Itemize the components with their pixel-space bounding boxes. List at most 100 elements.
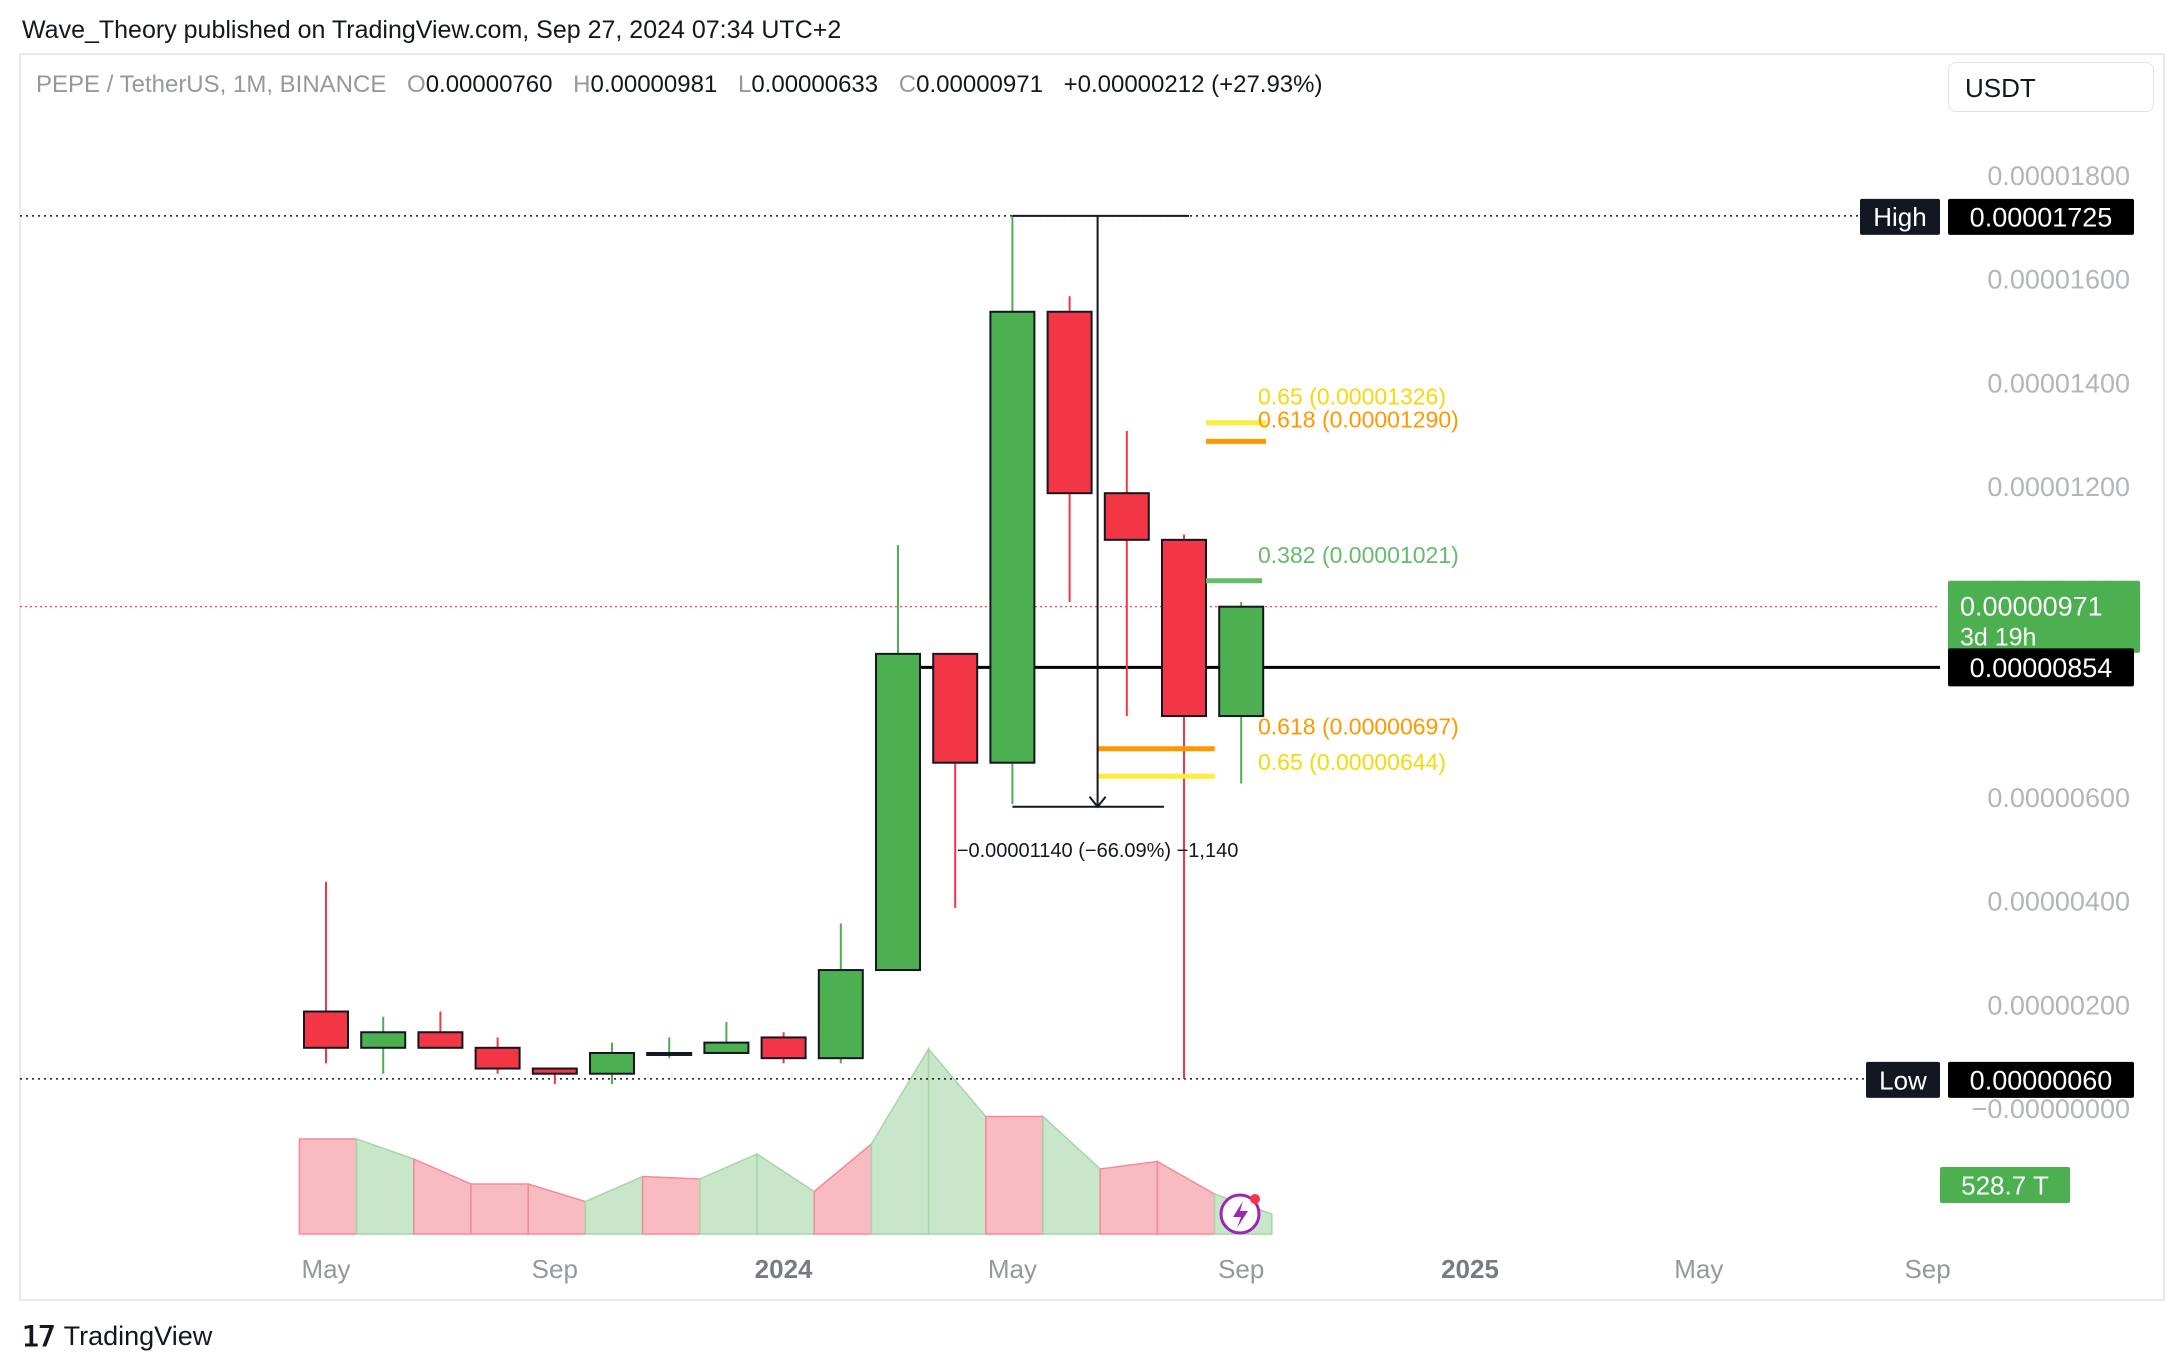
candle-body[interactable]: [760, 1036, 807, 1060]
volume-value-badge: 528.7 T: [1961, 1170, 2049, 1200]
candle-body[interactable]: [474, 1046, 521, 1070]
volume-segment: [927, 1046, 987, 1235]
candle-body[interactable]: [932, 652, 979, 764]
candle-body[interactable]: [989, 310, 1036, 764]
level-lines: [20, 215, 1940, 1080]
volume-segment: [641, 1175, 701, 1235]
high-tag: High: [1873, 202, 1926, 232]
high-value: 0.00000981: [590, 71, 718, 98]
candle-body[interactable]: [1218, 605, 1265, 718]
close-value: 0.00000971: [916, 71, 1043, 98]
candle-body[interactable]: [817, 969, 864, 1060]
candle-body[interactable]: [531, 1067, 578, 1075]
price-tick: 0.00000400: [1987, 887, 2130, 917]
candle-body[interactable]: [875, 652, 921, 972]
candle-body[interactable]: [703, 1041, 750, 1054]
price-tick: 0.00001600: [1987, 265, 2130, 295]
publisher-line: Wave_Theory published on TradingView.com…: [22, 16, 842, 44]
candle-body[interactable]: [417, 1031, 464, 1049]
open-key: O: [407, 71, 426, 98]
candle[interactable]: [1161, 534, 1207, 1079]
volume-segment: [413, 1157, 472, 1235]
candle[interactable]: [531, 1067, 578, 1085]
candle[interactable]: [360, 1016, 407, 1074]
brand-name: TradingView: [63, 1321, 213, 1351]
candle[interactable]: [474, 1037, 521, 1074]
support-value-badge-bg: [1948, 648, 2134, 687]
high-key: H: [573, 71, 591, 98]
price-tick: 0.00001400: [1987, 368, 2130, 398]
fib-levels: 0.65 (0.00001326)0.618 (0.00001290) 0.382…: [1096, 384, 1459, 779]
time-tick: May: [988, 1254, 1037, 1284]
candle[interactable]: [875, 545, 921, 972]
volume-segment: [985, 1115, 1044, 1235]
candle-body[interactable]: [1046, 310, 1093, 495]
candle[interactable]: [589, 1042, 635, 1085]
time-tick: May: [301, 1254, 350, 1284]
time-tick: Sep: [532, 1254, 578, 1284]
volume-segment: [756, 1152, 815, 1235]
candle[interactable]: [1218, 602, 1265, 784]
candle-body[interactable]: [1161, 538, 1207, 718]
fib-label: 0.618 (0.00000697): [1258, 714, 1459, 740]
change-value: +0.00000212 (+27.93%): [1063, 71, 1323, 98]
price-tick: 0.00001800: [1987, 161, 2130, 191]
volume-segment: [813, 1142, 873, 1235]
tradingview-logo-icon: 𝟣𝟩: [22, 1321, 56, 1352]
volume-segment: [355, 1137, 415, 1235]
candle[interactable]: [417, 1011, 464, 1049]
candle[interactable]: [817, 923, 864, 1064]
symbol-label[interactable]: PEPE / TetherUS, 1M, BINANCE: [36, 71, 387, 98]
current-price-value: 0.00000971: [1960, 592, 2103, 622]
price-tick: 0.00001200: [1987, 472, 2130, 502]
support-value-badge: 0.00000854: [1970, 653, 2113, 683]
volume-segment: [1099, 1160, 1159, 1235]
open-value: 0.00000760: [425, 71, 553, 98]
volume-segment: [527, 1182, 587, 1235]
volume-segment: [298, 1138, 358, 1235]
volume-value-badge-bg: [1940, 1167, 2070, 1203]
fib-label: 0.618 (0.00001290): [1258, 406, 1459, 432]
candle[interactable]: [932, 652, 979, 908]
high-value-badge-bg: [1948, 198, 2134, 235]
currency-selector[interactable]: USDT: [1948, 62, 2154, 112]
candle[interactable]: [646, 1037, 693, 1059]
high-tag-bg: [1860, 198, 1940, 235]
price-axis[interactable]: 0.00001800 0.00001600 0.00001400 0.00001200…: [1972, 161, 2130, 1124]
time-tick: 2024: [755, 1254, 813, 1284]
measure-arrow-icon: [1088, 796, 1107, 809]
chart-frame: [19, 53, 2165, 1301]
price-tick: 0.00000600: [1987, 783, 2130, 813]
candle[interactable]: [303, 881, 349, 1064]
low-value: 0.00000633: [751, 71, 879, 98]
lightning-icon[interactable]: [1219, 1193, 1261, 1235]
candle[interactable]: [1103, 430, 1150, 717]
volume-segment: [699, 1152, 758, 1235]
low-tag: Low: [1879, 1065, 1927, 1095]
price-tick: −0.00000000: [1972, 1094, 2130, 1124]
candle[interactable]: [1046, 296, 1093, 603]
low-value-badge-bg: [1948, 1061, 2134, 1098]
candle-body[interactable]: [646, 1051, 693, 1056]
volume-segment: [1156, 1160, 1216, 1235]
candle[interactable]: [989, 215, 1036, 805]
candle-body[interactable]: [360, 1031, 407, 1049]
time-axis[interactable]: May Sep 2024 May Sep 2025 May Sep: [301, 1254, 1950, 1284]
candle-body[interactable]: [303, 1010, 349, 1049]
ohlc-legend: PEPE / TetherUS, 1M, BINANCE O0.00000760…: [36, 71, 1323, 99]
time-tick: May: [1674, 1254, 1723, 1284]
volume-segment: [584, 1175, 644, 1235]
candle[interactable]: [760, 1032, 807, 1064]
low-key: L: [737, 71, 752, 98]
candle-body[interactable]: [589, 1051, 635, 1075]
low-tag-bg: [1866, 1061, 1940, 1098]
close-key: C: [898, 71, 917, 98]
time-tick: Sep: [1904, 1254, 1950, 1284]
candle-body[interactable]: [1103, 492, 1150, 541]
candle[interactable]: [703, 1021, 750, 1054]
candles[interactable]: [303, 215, 1265, 1085]
price-tick: 0.00000200: [1987, 990, 2130, 1020]
footer-brand[interactable]: 𝟣𝟩 TradingView: [22, 1320, 212, 1353]
measure-label: −0.00001140 (−66.09%) −1,140: [957, 840, 1239, 862]
